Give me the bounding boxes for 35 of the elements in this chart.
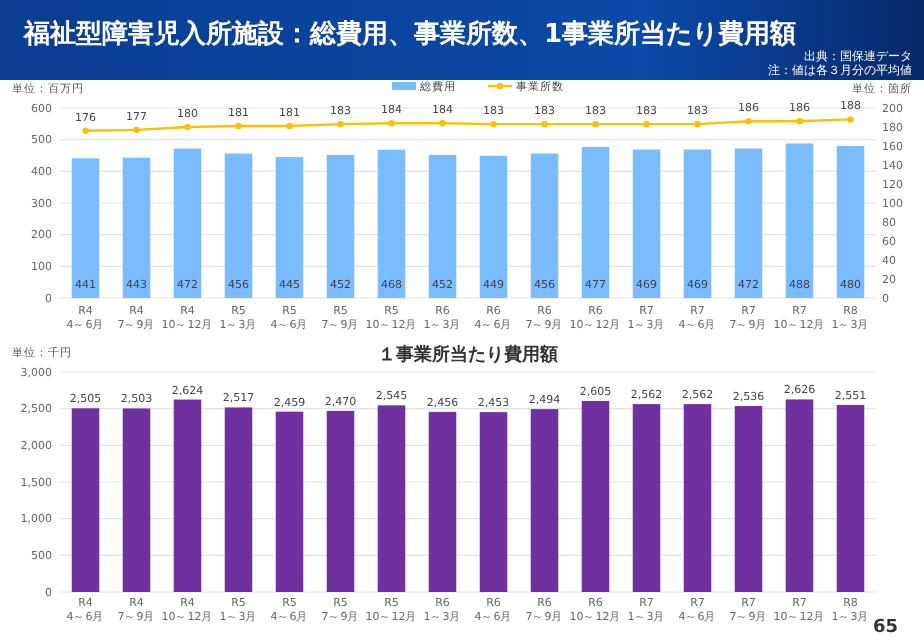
bar	[836, 146, 865, 298]
bar	[122, 408, 151, 592]
bar	[377, 405, 406, 592]
bar	[224, 407, 253, 592]
bar	[632, 149, 661, 298]
bar	[836, 404, 865, 592]
bar	[581, 146, 610, 298]
chart-title: 福祉型障害児入所施設：総費用、事業所数、1事業所当たり費用額	[22, 18, 797, 50]
bar	[173, 148, 202, 298]
bar	[122, 157, 151, 298]
bar	[224, 153, 253, 298]
bar	[428, 154, 457, 298]
bar	[428, 411, 457, 592]
chart-title: １事業所当たり費用額	[378, 344, 558, 366]
bar	[683, 404, 712, 592]
bar	[785, 143, 814, 298]
bar	[530, 409, 559, 592]
bar	[326, 154, 355, 298]
bar	[326, 410, 355, 592]
bar	[734, 148, 763, 298]
bar	[71, 408, 100, 592]
bar	[479, 412, 508, 592]
bar	[581, 400, 610, 592]
bar	[632, 404, 661, 592]
bar	[377, 149, 406, 298]
bar	[530, 153, 559, 298]
bar	[479, 155, 508, 298]
bar	[173, 399, 202, 592]
bar	[785, 399, 814, 592]
bar	[275, 157, 304, 298]
text: 65	[872, 618, 898, 638]
bar	[734, 406, 763, 592]
bar	[71, 158, 100, 298]
bar	[275, 411, 304, 592]
bar	[683, 149, 712, 298]
